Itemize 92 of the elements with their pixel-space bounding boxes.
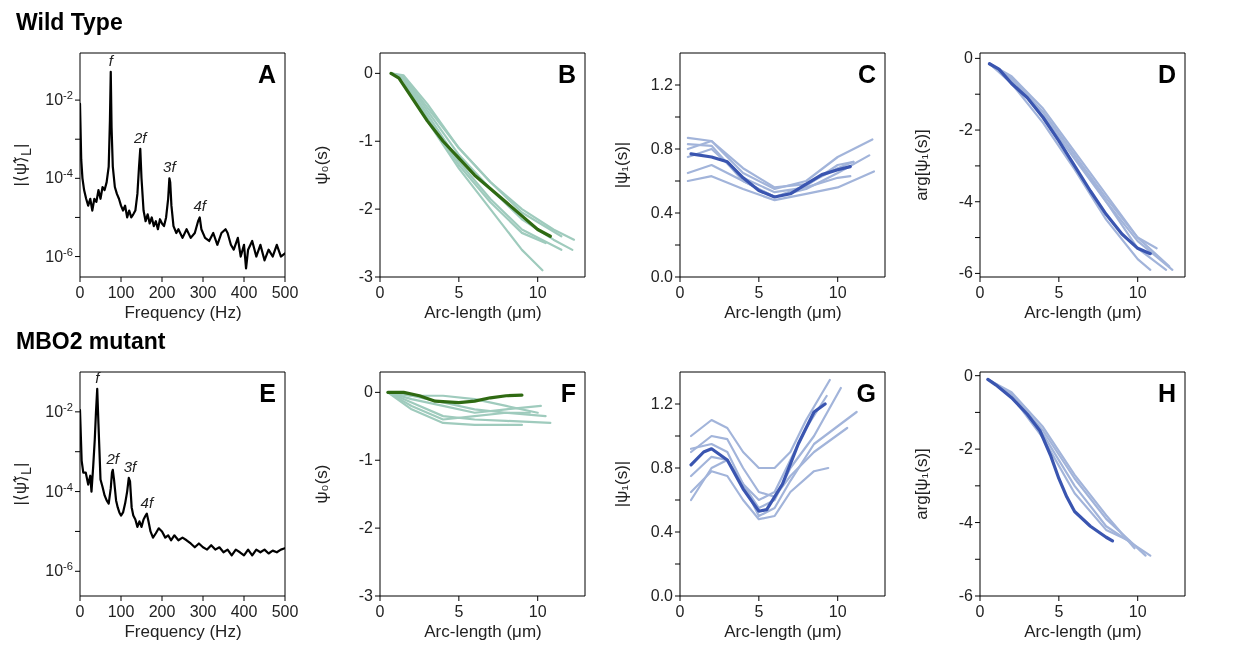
annotation: E bbox=[259, 379, 276, 408]
chart-title: MBO2 mutant bbox=[16, 328, 166, 354]
x-tick-label: 10 bbox=[828, 603, 847, 620]
x-tick-label: 100 bbox=[107, 603, 135, 620]
y-tick-label: 0.8 bbox=[650, 459, 674, 476]
x-tick-label: 400 bbox=[230, 603, 258, 620]
y-tick-label: -4 bbox=[958, 513, 974, 531]
x-axis-title: Frequency (Hz) bbox=[123, 622, 243, 642]
x-axis-title: Arc-length (μm) bbox=[1023, 622, 1143, 642]
annotation: H bbox=[1157, 379, 1176, 408]
x-tick-label: 100 bbox=[107, 284, 135, 301]
y-tick-label: 1.2 bbox=[650, 76, 674, 93]
x-tick-label: 0 bbox=[375, 603, 385, 620]
y-tick-label: -6 bbox=[958, 264, 974, 282]
x-tick-label: 5 bbox=[1054, 603, 1064, 620]
x-tick-label: 300 bbox=[189, 284, 217, 301]
annotation: F bbox=[560, 379, 576, 408]
y-tick-label: 0.4 bbox=[650, 523, 674, 540]
annotation: G bbox=[856, 379, 876, 408]
x-axis-title: Arc-length (μm) bbox=[1023, 303, 1143, 323]
y-tick-label: 0.4 bbox=[650, 204, 674, 221]
y-tick-label: -2 bbox=[358, 200, 374, 218]
y-tick-label: -3 bbox=[358, 268, 374, 285]
y-tick-label: -2 bbox=[958, 121, 974, 139]
y-tick-label: -2 bbox=[958, 440, 974, 458]
chart-title: Wild Type bbox=[16, 9, 123, 35]
annotation: f bbox=[95, 368, 102, 386]
y-axis-title: |ψ₁(s)| bbox=[612, 141, 632, 188]
x-tick-label: 200 bbox=[148, 603, 176, 620]
y-tick-label: 10$^{-6}$ bbox=[45, 560, 73, 580]
y-tick-label: 0 bbox=[364, 64, 374, 82]
x-tick-label: 10 bbox=[528, 603, 547, 620]
annotation: D bbox=[1157, 60, 1176, 89]
x-axis-title: Arc-length (μm) bbox=[723, 622, 843, 642]
y-axis-title: |ψ₁(s)| bbox=[612, 460, 632, 507]
x-tick-label: 500 bbox=[271, 284, 299, 301]
y-tick-label: -1 bbox=[358, 451, 374, 469]
annotation: 3f bbox=[163, 158, 178, 176]
x-tick-label: 5 bbox=[1054, 284, 1064, 301]
annotation: C bbox=[857, 60, 876, 89]
annotation: 2f bbox=[133, 128, 149, 146]
y-tick-label: 1.2 bbox=[650, 395, 674, 412]
x-tick-label: 0 bbox=[975, 603, 985, 620]
y-tick-label: 0.0 bbox=[650, 587, 674, 604]
x-tick-label: 10 bbox=[1128, 603, 1147, 620]
annotation: 2f bbox=[105, 449, 121, 467]
y-axis-title: ψ₀(s) bbox=[312, 145, 332, 184]
y-tick-label: 10$^{-4}$ bbox=[45, 167, 73, 187]
x-tick-label: 10 bbox=[528, 284, 547, 301]
y-tick-label: 0 bbox=[964, 366, 974, 384]
x-tick-label: 0 bbox=[75, 603, 85, 620]
y-tick-label: 0 bbox=[364, 383, 374, 401]
y-tick-label: -2 bbox=[358, 519, 374, 537]
y-tick-label: 10$^{-2}$ bbox=[45, 89, 73, 109]
x-tick-label: 0 bbox=[975, 284, 985, 301]
y-tick-label: -1 bbox=[358, 132, 374, 150]
x-tick-label: 10 bbox=[828, 284, 847, 301]
y-axis-title: ψ₀(s) bbox=[312, 464, 332, 503]
annotation: 4f bbox=[140, 493, 155, 511]
annotation: A bbox=[257, 60, 276, 89]
x-axis-title: Arc-length (μm) bbox=[723, 303, 843, 323]
x-tick-label: 0 bbox=[75, 284, 85, 301]
y-tick-label: -4 bbox=[958, 192, 974, 210]
x-tick-label: 200 bbox=[148, 284, 176, 301]
x-axis-title: Frequency (Hz) bbox=[123, 303, 243, 323]
x-tick-label: 5 bbox=[454, 603, 464, 620]
x-tick-label: 0 bbox=[675, 284, 685, 301]
x-tick-label: 500 bbox=[271, 603, 299, 620]
y-axis-title: arg[ψ₁(s)] bbox=[912, 128, 932, 201]
x-tick-label: 10 bbox=[1128, 284, 1147, 301]
x-tick-label: 5 bbox=[454, 284, 464, 301]
annotation: B bbox=[557, 60, 576, 89]
x-axis-title: Arc-length (μm) bbox=[423, 622, 543, 642]
y-tick-label: 10$^{-4}$ bbox=[45, 480, 73, 500]
y-tick-label: -6 bbox=[958, 587, 974, 604]
x-tick-label: 5 bbox=[754, 284, 764, 301]
x-tick-label: 400 bbox=[230, 284, 258, 301]
x-tick-label: 5 bbox=[754, 603, 764, 620]
y-axis-title: arg[ψ₁(s)] bbox=[912, 447, 932, 520]
x-tick-label: 0 bbox=[675, 603, 685, 620]
x-axis-title: Arc-length (μm) bbox=[423, 303, 543, 323]
annotation: 4f bbox=[193, 197, 208, 215]
y-tick-label: -3 bbox=[358, 587, 374, 604]
y-tick-label: 10$^{-6}$ bbox=[45, 245, 73, 265]
annotation: f bbox=[108, 51, 115, 69]
y-tick-label: 0.8 bbox=[650, 140, 674, 157]
y-tick-label: 0.0 bbox=[650, 268, 674, 285]
y-tick-label: 0 bbox=[964, 49, 974, 67]
annotation: 3f bbox=[123, 457, 139, 475]
x-tick-label: 0 bbox=[375, 284, 385, 301]
y-tick-label: 10$^{-2}$ bbox=[45, 400, 73, 420]
x-tick-label: 300 bbox=[189, 603, 217, 620]
